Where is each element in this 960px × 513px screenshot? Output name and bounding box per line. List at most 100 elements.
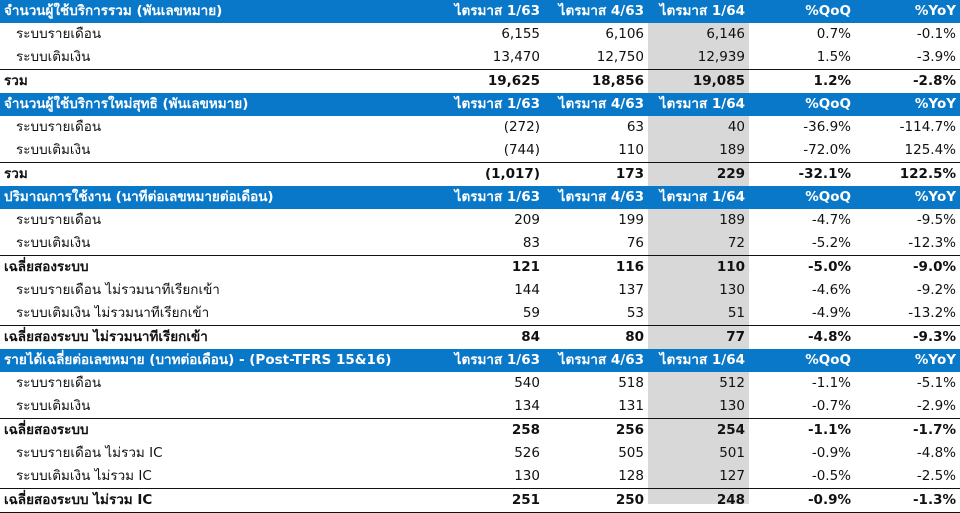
total-row: รวม 19,625 18,856 19,085 1.2% -2.8% xyxy=(0,69,960,93)
cell-q463: 518 xyxy=(618,375,644,391)
cell-q163: 84 xyxy=(521,329,540,345)
column-header: %QoQ xyxy=(805,189,851,205)
cell-q163: 121 xyxy=(511,259,540,275)
column-header: ไตรมาส 4/63 xyxy=(558,3,644,19)
row-label: เฉลี่ยสองระบบ ไม่รวมนาทีเรียกเข้า xyxy=(4,329,208,345)
cell-q164: 51 xyxy=(727,305,745,321)
table-row: ระบบเติมเงิน 13,470 12,750 12,939 1.5% -3.9% xyxy=(0,46,960,69)
table-row: ระบบเติมเงิน ไม่รวมนาทีเรียกเข้า 59 53 51 -4… xyxy=(0,302,960,325)
cell-qoq: 0.7% xyxy=(816,26,851,42)
cell-yoy: -5.1% xyxy=(916,375,956,391)
section-title: จำนวนผู้ใช้บริการรวม (พันเลขหมาย) xyxy=(4,3,223,19)
table-row: ระบบรายเดือน ไม่รวมนาทีเรียกเข้า 144 137 13… xyxy=(0,279,960,302)
cell-yoy: -114.7% xyxy=(899,119,956,135)
cell-yoy: -9.3% xyxy=(912,329,956,345)
table-row: ระบบเติมเงิน 134 131 130 -0.7% -2.9% xyxy=(0,395,960,418)
cell-q164: 6,146 xyxy=(706,26,745,42)
cell-q163: 13,470 xyxy=(492,49,540,65)
cell-qoq: -72.0% xyxy=(803,142,851,158)
cell-q463: 131 xyxy=(618,398,644,414)
column-header: %QoQ xyxy=(805,352,851,368)
cell-q163: 144 xyxy=(514,282,540,298)
column-header: ไตรมาส 1/63 xyxy=(454,3,540,19)
cell-q163: (1,017) xyxy=(484,166,540,182)
column-header: ไตรมาส 1/64 xyxy=(659,352,745,368)
total-row: เฉลี่ยสองระบบ 258 256 254 -1.1% -1.7% xyxy=(0,418,960,442)
cell-q163: (744) xyxy=(503,142,540,158)
section-title: รายได้เฉลี่ยต่อเลขหมาย (บาทต่อเดือน) - (… xyxy=(4,352,392,368)
cell-yoy: -1.7% xyxy=(912,422,956,438)
cell-q164: 72 xyxy=(727,235,745,251)
cell-qoq: 1.5% xyxy=(816,49,851,65)
cell-yoy: 122.5% xyxy=(899,166,956,182)
column-header: ไตรมาส 4/63 xyxy=(558,96,644,112)
cell-q163: (272) xyxy=(503,119,540,135)
cell-q463: 6,106 xyxy=(605,26,644,42)
table-row: ระบบเติมเงิน (744) 110 189 -72.0% 125.4% xyxy=(0,139,960,162)
cell-q463: 18,856 xyxy=(591,73,644,89)
highlight-column-q164 xyxy=(648,0,749,504)
cell-yoy: -3.9% xyxy=(916,49,956,65)
cell-yoy: -2.8% xyxy=(912,73,956,89)
total-row: เฉลี่ยสองระบบ ไม่รวม IC 251 250 248 -0.9% -1.… xyxy=(0,488,960,513)
cell-q164: 127 xyxy=(719,468,745,484)
table-row: ระบบรายเดือน 6,155 6,106 6,146 0.7% -0.1% xyxy=(0,23,960,46)
cell-q164: 40 xyxy=(727,119,745,135)
table-row: ระบบรายเดือน 209 199 189 -4.7% -9.5% xyxy=(0,209,960,232)
cell-qoq: -4.7% xyxy=(811,212,851,228)
column-header: ไตรมาส 1/64 xyxy=(659,96,745,112)
cell-yoy: 125.4% xyxy=(904,142,956,158)
cell-qoq: -1.1% xyxy=(807,422,851,438)
cell-q163: 130 xyxy=(514,468,540,484)
cell-q463: 76 xyxy=(626,235,644,251)
row-label: ระบบรายเดือน xyxy=(16,119,102,135)
cell-q164: 189 xyxy=(719,212,745,228)
column-header: ไตรมาส 1/64 xyxy=(659,3,745,19)
cell-q164: 130 xyxy=(719,398,745,414)
cell-q463: 53 xyxy=(626,305,644,321)
row-label: ระบบเติมเงิน xyxy=(16,49,91,65)
cell-yoy: -2.5% xyxy=(916,468,956,484)
row-label: เฉลี่ยสองระบบ ไม่รวม IC xyxy=(4,492,153,508)
row-label: รวม xyxy=(4,73,28,89)
cell-qoq: -32.1% xyxy=(798,166,851,182)
cell-q163: 526 xyxy=(514,445,540,461)
column-header: %YoY xyxy=(914,189,956,205)
cell-q463: 256 xyxy=(615,422,644,438)
cell-q463: 199 xyxy=(618,212,644,228)
cell-q463: 12,750 xyxy=(596,49,644,65)
row-label: ระบบรายเดือน xyxy=(16,212,102,228)
total-row: รวม (1,017) 173 229 -32.1% 122.5% xyxy=(0,162,960,186)
section-title: ปริมาณการใช้งาน (นาทีต่อเลขหมายต่อเดือน) xyxy=(4,189,274,205)
row-label: ระบบเติมเงิน xyxy=(16,398,91,414)
cell-qoq: -0.5% xyxy=(811,468,851,484)
cell-q463: 137 xyxy=(618,282,644,298)
cell-q463: 250 xyxy=(615,492,644,508)
cell-q463: 173 xyxy=(615,166,644,182)
cell-q164: 189 xyxy=(719,142,745,158)
column-header: %YoY xyxy=(914,3,956,19)
total-row: เฉลี่ยสองระบบ 121 116 110 -5.0% -9.0% xyxy=(0,255,960,279)
cell-qoq: -36.9% xyxy=(803,119,851,135)
cell-yoy: -1.3% xyxy=(912,492,956,508)
column-header: %QoQ xyxy=(805,3,851,19)
cell-q164: 248 xyxy=(716,492,745,508)
cell-yoy: -13.2% xyxy=(908,305,956,321)
cell-q463: 63 xyxy=(626,119,644,135)
cell-q163: 19,625 xyxy=(487,73,540,89)
cell-qoq: -1.1% xyxy=(811,375,851,391)
cell-q164: 130 xyxy=(719,282,745,298)
cell-q163: 258 xyxy=(511,422,540,438)
table-row: ระบบรายเดือน 540 518 512 -1.1% -5.1% xyxy=(0,372,960,395)
cell-q164: 501 xyxy=(719,445,745,461)
section-header: จำนวนผู้ใช้บริการใหม่สุทธิ (พันเลขหมาย) ไ… xyxy=(0,93,960,116)
cell-q164: 19,085 xyxy=(692,73,745,89)
column-header: ไตรมาส 1/64 xyxy=(659,189,745,205)
cell-yoy: -9.5% xyxy=(916,212,956,228)
cell-q163: 59 xyxy=(522,305,540,321)
cell-qoq: 1.2% xyxy=(813,73,851,89)
table-row: ระบบรายเดือน ไม่รวม IC 526 505 501 -0.9% -4.8… xyxy=(0,442,960,465)
column-header: %YoY xyxy=(914,352,956,368)
